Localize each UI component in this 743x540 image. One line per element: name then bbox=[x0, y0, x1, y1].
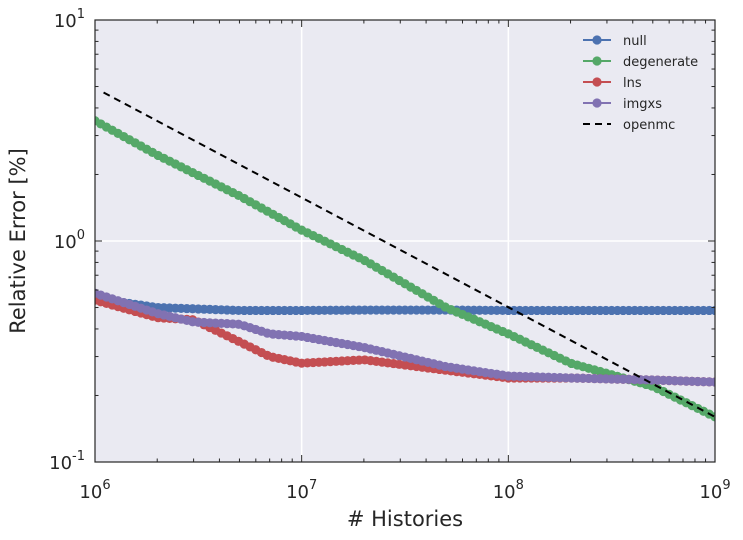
legend-label-null: null bbox=[623, 34, 647, 49]
legend: null degenerate lns imgxs openmc bbox=[583, 34, 698, 133]
legend-item-null: null bbox=[583, 34, 647, 49]
legend-marker-null bbox=[592, 35, 602, 45]
series-line-openmc bbox=[103, 91, 715, 418]
data-point-null bbox=[710, 305, 715, 316]
y-tick-label: 101 bbox=[54, 7, 85, 32]
legend-label-lns: lns bbox=[623, 76, 642, 91]
data-point-imgxs bbox=[710, 377, 715, 387]
series-degenerate bbox=[95, 116, 715, 422]
x-tick-label: 108 bbox=[493, 478, 524, 503]
series-imgxs bbox=[95, 288, 715, 387]
x-tick-label: 109 bbox=[699, 478, 730, 503]
gridlines bbox=[95, 20, 715, 462]
y-tick-label: 10-1 bbox=[49, 449, 85, 474]
legend-label-imgxs: imgxs bbox=[623, 97, 662, 112]
series-layer bbox=[95, 91, 715, 422]
axes bbox=[94, 19, 716, 463]
x-tick-label: 107 bbox=[286, 478, 317, 503]
tick-labels: 106 107 108 109 10-1 100 101 bbox=[49, 7, 730, 503]
plot-frame bbox=[94, 19, 716, 463]
legend-marker-degenerate bbox=[592, 56, 602, 66]
legend-label-degenerate: degenerate bbox=[623, 55, 698, 70]
legend-item-imgxs: imgxs bbox=[583, 97, 662, 112]
legend-marker-lns bbox=[592, 77, 602, 87]
legend-marker-imgxs bbox=[592, 98, 602, 108]
legend-item-openmc: openmc bbox=[583, 118, 675, 133]
legend-item-lns: lns bbox=[583, 76, 642, 91]
x-tick-label: 106 bbox=[79, 478, 110, 503]
legend-item-degenerate: degenerate bbox=[583, 55, 698, 70]
series-openmc bbox=[103, 91, 715, 418]
legend-label-openmc: openmc bbox=[623, 118, 675, 133]
x-axis-label: # Histories bbox=[347, 507, 463, 531]
y-axis-label: Relative Error [%] bbox=[6, 148, 30, 334]
y-tick-label: 100 bbox=[54, 228, 85, 253]
